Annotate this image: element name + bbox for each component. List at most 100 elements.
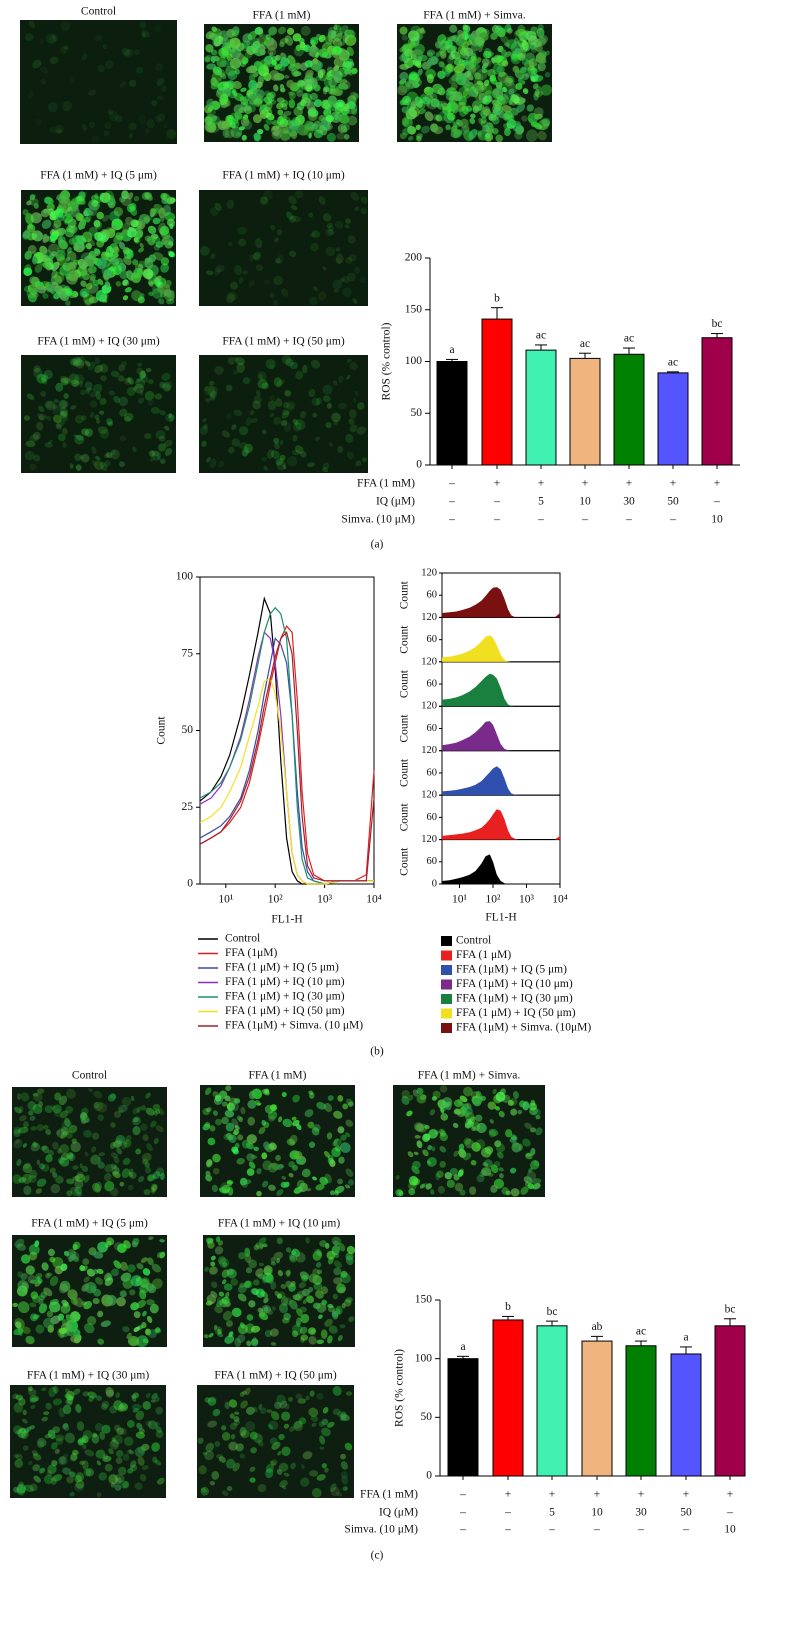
bar (702, 338, 732, 465)
y-tick-label: 60 (427, 590, 438, 601)
bar (437, 362, 467, 466)
legend-swatch (441, 994, 452, 1004)
x-tick-label: 10² (486, 894, 502, 906)
significance-label: b (494, 292, 500, 304)
treatment-cell: – (669, 514, 676, 526)
y-tick-label: 60 (427, 856, 438, 867)
significance-label: a (449, 344, 454, 356)
treatment-cell: + (538, 478, 545, 490)
legend-swatch (441, 980, 452, 990)
cell (17, 1093, 21, 1100)
treatment-cell: – (537, 514, 544, 526)
cell (148, 379, 154, 384)
treatment-cell: 10 (724, 1524, 736, 1536)
histogram-area (442, 766, 560, 795)
treatment-cell: – (682, 1524, 689, 1536)
bar (715, 1326, 745, 1476)
x-axis-label: FL1-H (271, 914, 302, 926)
y-axis-label: ROS (% control) (381, 322, 393, 400)
image-label: FFA (1 mM) + IQ (10 μm) (218, 1218, 340, 1230)
treatment-cell: 5 (549, 1507, 555, 1519)
histogram-line (200, 638, 374, 884)
treatment-cell: – (459, 1507, 466, 1519)
treatment-cell: 5 (538, 496, 544, 508)
significance-label: bc (547, 1306, 558, 1318)
bar (614, 354, 644, 465)
treatment-cell: – (726, 1507, 733, 1519)
micrograph (20, 19, 178, 144)
micrograph (198, 189, 368, 307)
micrograph (202, 23, 360, 143)
treatment-cell: + (494, 478, 501, 490)
y-tick-label: 50 (421, 1411, 433, 1423)
image-label: FFA (1 mM) + IQ (30 μm) (27, 1370, 149, 1382)
y-tick-label: 60 (427, 767, 438, 778)
treatment-cell: – (713, 496, 720, 508)
treatment-cell: + (582, 478, 589, 490)
cell (83, 1130, 92, 1138)
treatment-label: Simva. (10 μM) (344, 1524, 418, 1536)
micrograph (203, 1235, 357, 1348)
y-tick-label: 200 (405, 252, 423, 264)
legend-label: Control (456, 935, 491, 947)
micrograph (10, 1385, 166, 1498)
legend-label: FFA (1μM) (225, 947, 277, 959)
treatment-cell: + (638, 1489, 645, 1501)
legend-swatch (441, 951, 452, 961)
y-axis-label: Count (399, 847, 411, 876)
y-axis-label: Count (399, 802, 411, 831)
treatment-cell: – (493, 514, 500, 526)
micrograph (197, 1385, 354, 1498)
bar (570, 358, 600, 465)
x-tick-label: 10¹ (452, 894, 468, 906)
significance-label: a (683, 1332, 688, 1344)
x-tick-label: 10¹ (218, 894, 234, 906)
treatment-cell: – (593, 1524, 600, 1536)
treatment-cell: – (459, 1524, 466, 1536)
image-label: FFA (1 mM) + IQ (5 μm) (31, 1218, 148, 1230)
treatment-cell: – (504, 1507, 511, 1519)
treatment-cell: + (505, 1489, 512, 1501)
y-tick-label: 0 (187, 878, 193, 890)
image-label: FFA (1 mM) + Simva. (423, 10, 526, 22)
y-tick-label: 100 (176, 571, 194, 583)
image-label: FFA (1 mM) + IQ (30 μm) (37, 336, 159, 348)
image-label: Control (81, 6, 116, 18)
y-tick-label: 0 (416, 459, 422, 471)
bar (493, 1320, 523, 1476)
y-tick-label: 120 (421, 612, 437, 623)
micrograph (21, 189, 177, 307)
treatment-cell: + (626, 478, 633, 490)
treatment-cell: – (448, 514, 455, 526)
legend-swatch (441, 936, 452, 946)
significance-label: ab (592, 1321, 603, 1333)
caption: (c) (371, 1550, 384, 1562)
treatment-cell: + (714, 478, 721, 490)
significance-label: bc (712, 318, 723, 330)
y-tick-label: 60 (427, 812, 438, 823)
image-label: FFA (1 mM) (249, 1070, 307, 1082)
y-axis-label: ROS (% control) (394, 1349, 406, 1427)
legend-label: FFA (1 μM) + IQ (50 μm) (456, 1007, 576, 1019)
cell (524, 30, 530, 34)
legend-label: FFA (1μM) + Simva. (10 μM) (225, 1020, 363, 1032)
micrograph (21, 355, 176, 473)
legend-swatch (441, 1023, 452, 1033)
x-tick-label: 10⁴ (552, 894, 568, 906)
legend-label: Control (225, 933, 260, 945)
y-tick-label: 150 (405, 303, 423, 315)
significance-label: ac (580, 338, 590, 350)
y-axis-label: Count (399, 758, 411, 787)
treatment-cell: 30 (623, 496, 635, 508)
legend-label: FFA (1μM) + IQ (30 μm) (456, 993, 573, 1005)
treatment-cell: 10 (711, 514, 723, 526)
y-tick-label: 60 (427, 634, 438, 645)
treatment-cell: + (670, 478, 677, 490)
cell (90, 400, 97, 408)
cell (238, 1117, 243, 1123)
significance-label: bc (725, 1303, 736, 1315)
legend-label: FFA (1μM) + IQ (10 μm) (456, 978, 573, 990)
y-tick-label: 25 (182, 801, 194, 813)
treatment-label: Simva. (10 μM) (341, 514, 415, 526)
y-axis-label: Count (399, 669, 411, 698)
